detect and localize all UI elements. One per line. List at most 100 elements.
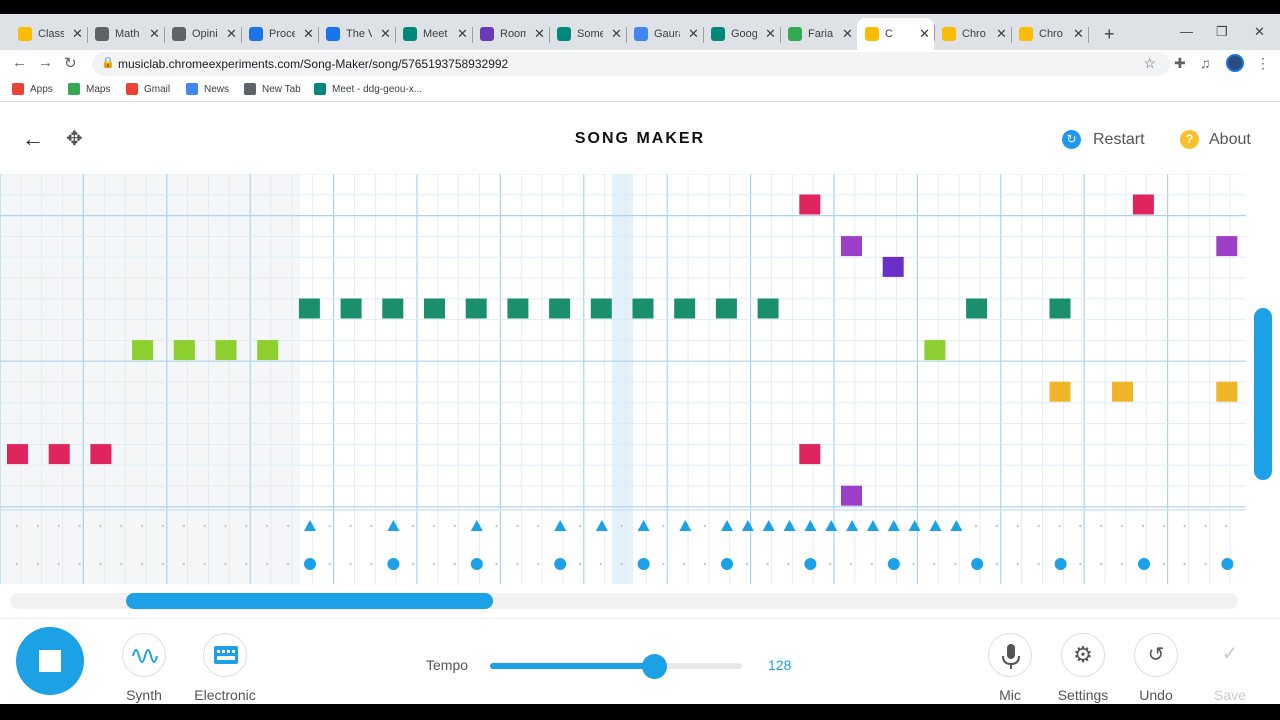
browser-tab[interactable]: Proce ✕ [241, 20, 319, 48]
rhythm-dot[interactable] [620, 562, 623, 566]
note-block[interactable] [924, 340, 946, 361]
rhythm-dot[interactable] [266, 562, 269, 566]
browser-tab[interactable]: C ✕ [857, 18, 935, 50]
rhythm-dot[interactable] [1162, 562, 1165, 566]
rhythm-dot[interactable] [15, 562, 19, 566]
rhythm-dot[interactable] [349, 524, 352, 528]
rhythm-dot[interactable] [1120, 562, 1124, 566]
tab-close-icon[interactable]: ✕ [688, 26, 699, 41]
menu-icon[interactable]: ⋮ [1256, 55, 1270, 71]
rhythm-dot[interactable] [36, 562, 40, 566]
rhythm-dot[interactable] [453, 562, 457, 566]
tab-close-icon[interactable]: ✕ [996, 26, 1007, 41]
save-button[interactable]: ✓ Save [1190, 633, 1270, 703]
rhythm-dot[interactable] [1079, 524, 1082, 528]
tab-close-icon[interactable]: ✕ [842, 26, 853, 41]
rhythm-dot[interactable] [1016, 524, 1019, 528]
rhythm-dot[interactable] [78, 524, 81, 528]
note-block[interactable] [715, 298, 737, 319]
about-button[interactable]: ? About [1180, 130, 1251, 149]
rhythm-dot[interactable] [328, 524, 331, 528]
rhythm-dot[interactable] [1183, 524, 1186, 528]
bookmark-star-icon[interactable]: ☆ [1143, 55, 1156, 71]
rhythm-triangle[interactable] [804, 520, 817, 531]
move-icon[interactable]: ✥ [66, 128, 83, 150]
tab-close-icon[interactable]: ✕ [765, 26, 776, 41]
rhythm-dot[interactable] [537, 562, 540, 566]
rhythm-circle[interactable] [637, 558, 650, 570]
rhythm-dot[interactable] [620, 524, 623, 528]
rhythm-dot[interactable] [140, 524, 144, 528]
rhythm-dot[interactable] [495, 524, 498, 528]
note-block[interactable] [1112, 381, 1134, 402]
rhythm-dot[interactable] [495, 562, 498, 566]
rhythm-triangle[interactable] [554, 520, 567, 531]
rhythm-dot[interactable] [370, 524, 373, 528]
rhythm-triangle[interactable] [783, 520, 796, 531]
rhythm-dot[interactable] [266, 524, 269, 528]
rhythm-dot[interactable] [1100, 524, 1103, 528]
rhythm-circle[interactable] [387, 558, 400, 570]
rhythm-triangle[interactable] [950, 520, 963, 531]
browser-tab[interactable]: Goog ✕ [703, 20, 781, 48]
tab-close-icon[interactable]: ✕ [226, 26, 237, 41]
rhythm-triangle[interactable] [679, 520, 692, 531]
rhythm-dot[interactable] [245, 524, 248, 528]
rhythm-dot[interactable] [974, 524, 978, 528]
rhythm-dot[interactable] [599, 562, 602, 566]
rhythm-dot[interactable] [120, 562, 123, 566]
rhythm-triangle[interactable] [721, 520, 733, 531]
rhythm-circle[interactable] [887, 558, 900, 570]
rhythm-dot[interactable] [245, 562, 248, 566]
electronic-button[interactable]: Electronic [185, 633, 265, 703]
tab-close-icon[interactable]: ✕ [1073, 26, 1084, 41]
restart-button[interactable]: ↻ Restart [1062, 130, 1145, 149]
note-block[interactable] [1216, 381, 1238, 402]
tab-close-icon[interactable]: ✕ [72, 26, 83, 41]
rhythm-dot[interactable] [1162, 524, 1165, 528]
note-block[interactable] [382, 298, 404, 319]
media-icon[interactable]: ♫ [1200, 55, 1211, 71]
rhythm-dot[interactable] [1183, 562, 1186, 566]
rhythm-dot[interactable] [703, 562, 707, 566]
rhythm-dot[interactable] [683, 562, 686, 566]
reload-icon[interactable]: ↻ [64, 55, 77, 72]
note-block[interactable] [1132, 194, 1154, 215]
back-icon[interactable]: ← [12, 54, 27, 71]
rhythm-dot[interactable] [78, 562, 81, 566]
browser-tab[interactable]: Chro ✕ [1011, 20, 1089, 48]
horizontal-scrollbar-thumb[interactable] [126, 593, 493, 609]
rhythm-dot[interactable] [328, 562, 331, 566]
forward-icon[interactable]: → [38, 54, 53, 71]
rhythm-dot[interactable] [995, 524, 999, 528]
rhythm-dot[interactable] [140, 562, 144, 566]
tab-close-icon[interactable]: ✕ [534, 26, 545, 41]
rhythm-dot[interactable] [578, 524, 582, 528]
rhythm-triangle[interactable] [887, 520, 900, 531]
rhythm-dot[interactable] [36, 524, 40, 528]
rhythm-dot[interactable] [516, 562, 519, 566]
rhythm-dot[interactable] [99, 524, 102, 528]
address-bar[interactable]: 🔒 musiclab.chromeexperiments.com/Song-Ma… [92, 52, 1170, 76]
note-block[interactable] [799, 444, 821, 465]
mic-button[interactable]: Mic [970, 633, 1050, 703]
new-tab-icon[interactable]: + [1104, 24, 1115, 44]
rhythm-dot[interactable] [662, 562, 665, 566]
note-block[interactable] [507, 298, 529, 319]
profile-avatar[interactable] [1226, 54, 1244, 72]
tab-close-icon[interactable]: ✕ [457, 26, 468, 41]
rhythm-dot[interactable] [182, 562, 185, 566]
tab-close-icon[interactable]: ✕ [380, 26, 391, 41]
note-block[interactable] [799, 194, 821, 215]
tempo-slider-knob[interactable] [642, 654, 667, 679]
note-block[interactable] [298, 298, 320, 319]
rhythm-dot[interactable] [120, 524, 123, 528]
browser-tab[interactable]: Chro ✕ [934, 20, 1012, 48]
rhythm-dot[interactable] [954, 562, 957, 566]
browser-tab[interactable]: Class ✕ [10, 20, 88, 48]
minimize-icon[interactable]: — [1180, 24, 1193, 39]
bookmark-item[interactable]: Gmail [126, 83, 170, 95]
note-grid[interactable] [0, 174, 1246, 584]
rhythm-triangle[interactable] [304, 520, 316, 531]
tab-close-icon[interactable]: ✕ [919, 26, 930, 41]
